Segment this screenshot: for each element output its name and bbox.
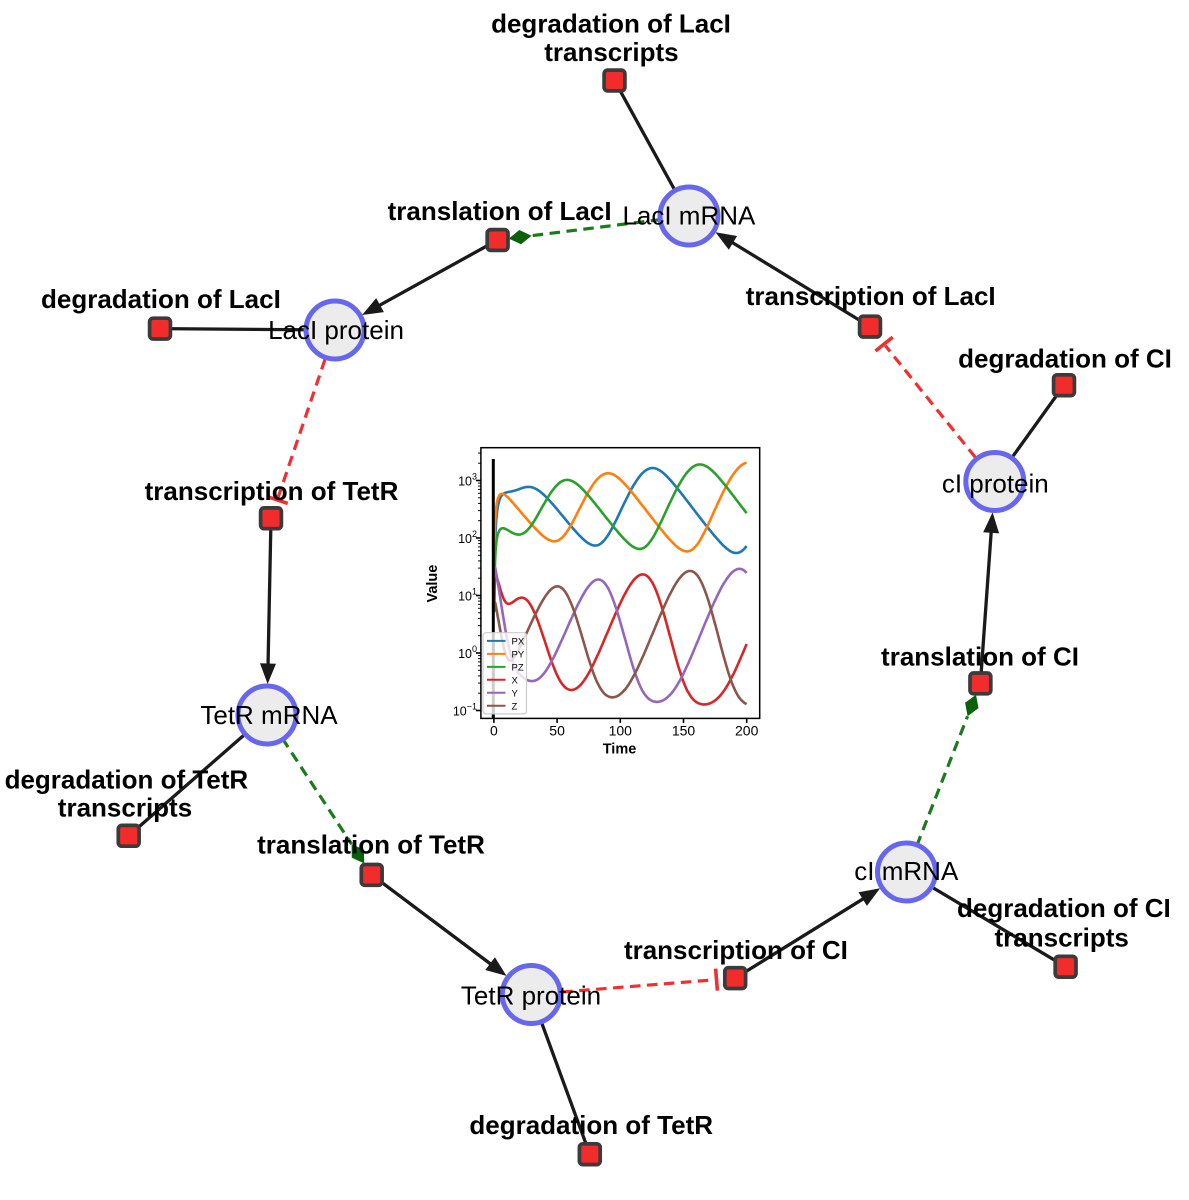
svg-text:transcription of LacI: transcription of LacI — [746, 281, 996, 311]
svg-text:Y: Y — [512, 688, 519, 699]
svg-text:degradation of CI: degradation of CI — [957, 893, 1171, 923]
svg-text:PX: PX — [512, 636, 525, 647]
svg-text:transcription of TetR: transcription of TetR — [145, 476, 399, 506]
svg-text:cI protein: cI protein — [942, 468, 1049, 498]
svg-text:transcription of CI: transcription of CI — [624, 935, 848, 965]
svg-text:200: 200 — [735, 723, 759, 739]
svg-text:translation of TetR: translation of TetR — [257, 829, 485, 859]
svg-text:Z: Z — [512, 701, 518, 712]
svg-text:translation of CI: translation of CI — [881, 642, 1079, 672]
svg-text:transcripts: transcripts — [995, 922, 1129, 952]
svg-text:Value: Value — [425, 565, 441, 603]
svg-text:degradation of LacI: degradation of LacI — [41, 284, 281, 314]
svg-text:Time: Time — [603, 742, 637, 758]
svg-text:X: X — [512, 675, 519, 686]
svg-text:LacI mRNA: LacI mRNA — [622, 200, 756, 230]
svg-text:degradation of TetR: degradation of TetR — [5, 764, 249, 794]
svg-text:100: 100 — [609, 723, 633, 739]
svg-text:TetR protein: TetR protein — [461, 981, 601, 1011]
svg-text:50: 50 — [549, 723, 565, 739]
svg-text:degradation of LacI: degradation of LacI — [491, 9, 731, 39]
svg-text:0: 0 — [490, 723, 498, 739]
svg-text:LacI protein: LacI protein — [268, 315, 404, 345]
svg-text:degradation of TetR: degradation of TetR — [469, 1110, 713, 1140]
svg-text:degradation of CI: degradation of CI — [958, 344, 1172, 374]
svg-text:150: 150 — [672, 723, 696, 739]
svg-text:translation of LacI: translation of LacI — [388, 196, 612, 226]
svg-text:PZ: PZ — [512, 662, 524, 673]
svg-text:TetR mRNA: TetR mRNA — [200, 700, 338, 730]
svg-text:PY: PY — [512, 649, 525, 660]
svg-text:cI mRNA: cI mRNA — [854, 856, 959, 886]
svg-text:transcripts: transcripts — [58, 792, 192, 822]
svg-text:transcripts: transcripts — [544, 37, 678, 67]
